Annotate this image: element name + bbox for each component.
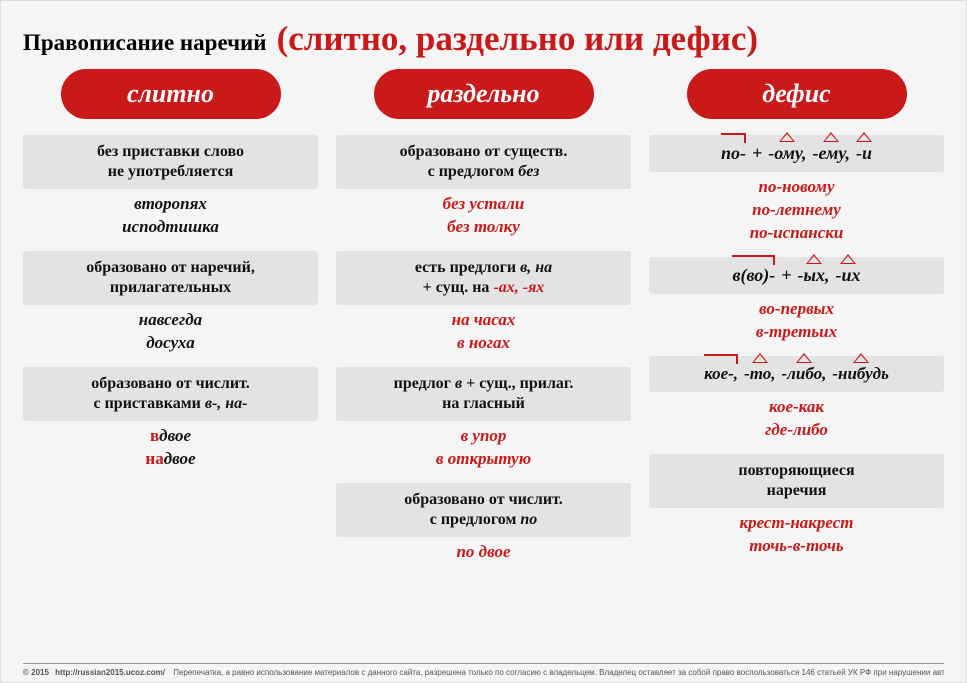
footer: © 2015 http://russian2015.ucoz.com/ Пере… (23, 663, 944, 677)
examples: во-первыхв-третьих (756, 298, 837, 344)
prefix-morpheme: по- (721, 142, 746, 165)
suffix-mark-icon (779, 132, 795, 142)
prefix-morpheme: в(во)- (732, 264, 775, 287)
suffix-mark-icon (806, 254, 822, 264)
suffix-mark-icon (823, 132, 839, 142)
column-header: слитно (61, 69, 281, 119)
examples: без усталибез толку (443, 193, 525, 239)
rule-box: предлог в + сущ., прилаг.на гласный (336, 367, 631, 421)
prefix-morpheme: кое-, (704, 363, 738, 384)
rule-box: без приставки словоне употребляется (23, 135, 318, 189)
suffix-mark-icon (840, 254, 856, 264)
rule-box: есть предлоги в, на+ сущ. на -ах, -ях (336, 251, 631, 305)
page-title: Правописание наречий (слитно, раздельно … (23, 19, 944, 59)
footer-text: Перепечатка, а равно использование матер… (173, 668, 944, 677)
examples: в упорв открытую (436, 425, 531, 471)
examples: по-новомупо-летнемупо-испански (750, 176, 844, 245)
rule-box: образовано от числит.с предлогом по (336, 483, 631, 537)
examples: кое-какгде-либо (765, 396, 828, 442)
suffix-morpheme: -их (836, 264, 861, 287)
rule-box: в(во)- + -ых, -их (649, 257, 944, 294)
suffix-mark-icon (752, 353, 768, 363)
formula-row: кое-, -то, -либо, -нибудь (704, 363, 889, 384)
suffix-morpheme: -ому, (768, 142, 806, 165)
column-2: дефис по- + -ому, -ему, -и по-новомупо-летнему… (649, 69, 944, 576)
rule-box: повторяющиесянаречия (649, 454, 944, 508)
title-large: (слитно, раздельно или дефис) (277, 19, 759, 58)
examples: по двое (456, 541, 510, 564)
formula-plus: + (781, 264, 791, 287)
column-1: раздельно образовано от существ.с предлог… (336, 69, 631, 576)
suffix-morpheme: -либо, (781, 363, 826, 384)
suffix-mark-icon (853, 353, 869, 363)
examples: вдвоенадвое (145, 425, 195, 471)
rule-box: образовано от существ.с предлогом без (336, 135, 631, 189)
column-header: раздельно (374, 69, 594, 119)
suffix-morpheme: -то, (744, 363, 775, 384)
examples: на часахв ногах (452, 309, 516, 355)
rule-box: образовано от числит.с приставками в-, н… (23, 367, 318, 421)
prefix-mark-icon (721, 133, 746, 143)
suffix-mark-icon (856, 132, 872, 142)
rule-box: по- + -ому, -ему, -и (649, 135, 944, 172)
prefix-mark-icon (704, 354, 738, 364)
formula-plus: + (752, 142, 762, 165)
examples: крест-накрестточь-в-точь (739, 512, 853, 558)
suffix-mark-icon (796, 353, 812, 363)
column-0: слитно без приставки словоне употребляетс… (23, 69, 318, 576)
column-header: дефис (687, 69, 907, 119)
suffix-morpheme: -нибудь (832, 363, 889, 384)
rule-box: кое-, -то, -либо, -нибудь (649, 356, 944, 392)
footer-year: © 2015 (23, 668, 49, 677)
footer-url: http://russian2015.ucoz.com/ (55, 668, 165, 677)
examples: навсегдадосуха (139, 309, 202, 355)
prefix-mark-icon (732, 255, 775, 265)
formula-row: по- + -ому, -ему, -и (721, 142, 872, 165)
formula-row: в(во)- + -ых, -их (732, 264, 860, 287)
rule-box: образовано от наречий,прилагательных (23, 251, 318, 305)
suffix-morpheme: -ему, (813, 142, 850, 165)
examples: второпяхисподтишка (122, 193, 219, 239)
title-small: Правописание наречий (23, 30, 267, 55)
suffix-morpheme: -и (856, 142, 872, 165)
suffix-morpheme: -ых, (798, 264, 830, 287)
columns-container: слитно без приставки словоне употребляетс… (23, 69, 944, 576)
